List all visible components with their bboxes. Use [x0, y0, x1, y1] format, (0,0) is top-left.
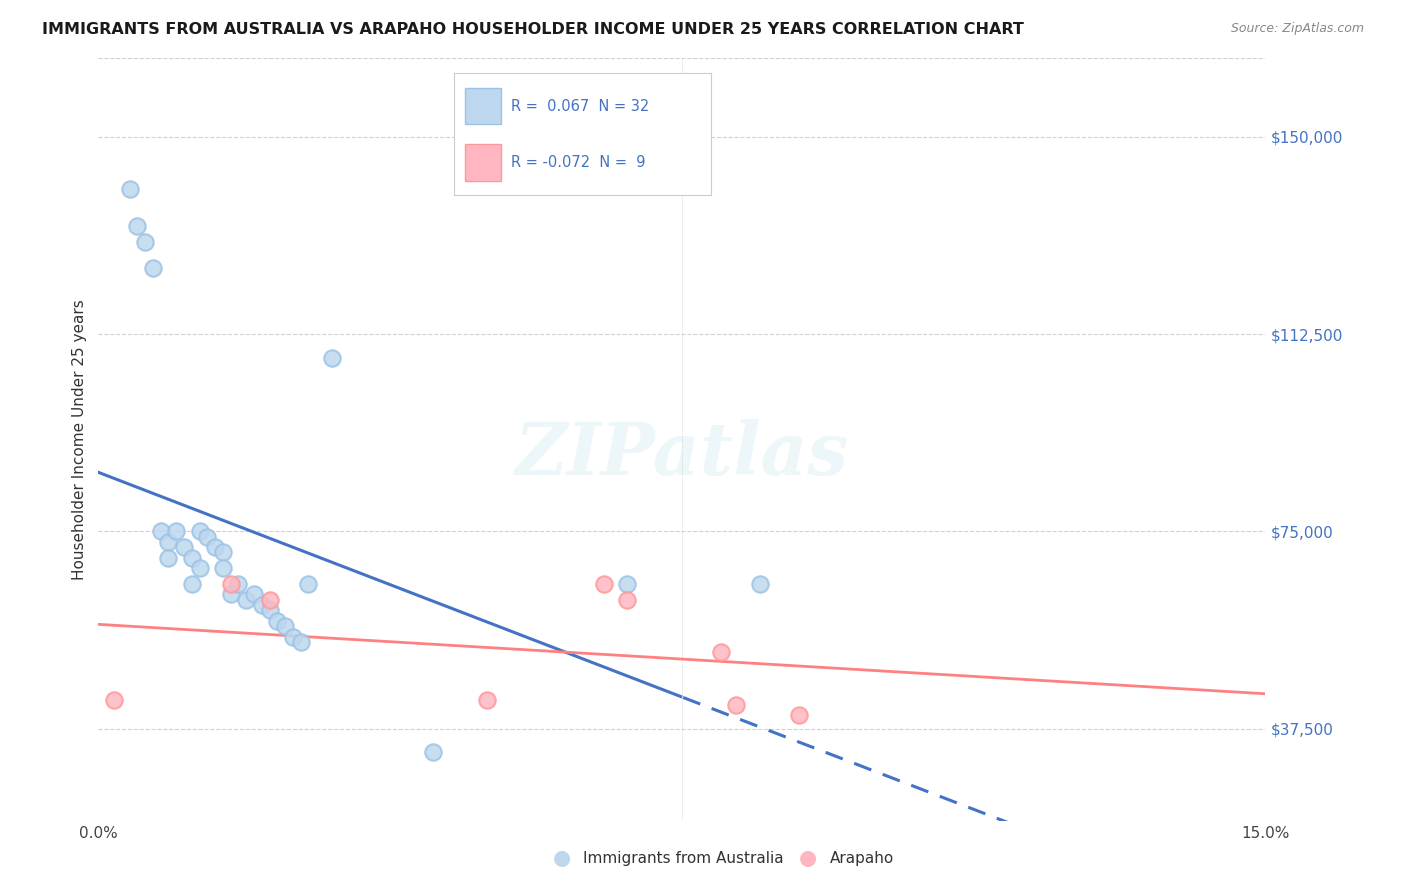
Text: IMMIGRANTS FROM AUSTRALIA VS ARAPAHO HOUSEHOLDER INCOME UNDER 25 YEARS CORRELATI: IMMIGRANTS FROM AUSTRALIA VS ARAPAHO HOU… — [42, 22, 1024, 37]
Point — [250, 598, 273, 612]
Text: Immigrants from Australia: Immigrants from Australia — [583, 851, 785, 865]
Point — [259, 592, 281, 607]
Point — [149, 524, 172, 539]
Point — [204, 540, 226, 554]
Point — [173, 540, 195, 554]
Point — [127, 219, 149, 234]
Point — [422, 745, 444, 759]
Point — [477, 692, 499, 706]
Point — [188, 561, 211, 575]
Point — [212, 545, 235, 559]
Point — [321, 351, 343, 365]
Text: ZIPatlas: ZIPatlas — [515, 419, 849, 490]
Text: Arapaho: Arapaho — [830, 851, 894, 865]
Point — [180, 550, 202, 565]
Point — [195, 530, 218, 544]
Point — [290, 635, 312, 649]
Point — [188, 524, 211, 539]
Point — [157, 534, 180, 549]
Point — [297, 577, 319, 591]
Point — [142, 261, 165, 276]
Point — [725, 698, 748, 712]
Point — [118, 182, 141, 196]
Point — [103, 692, 125, 706]
Point — [180, 577, 202, 591]
Point — [616, 592, 638, 607]
Text: ●: ● — [554, 848, 571, 868]
Point — [593, 577, 616, 591]
Point — [787, 708, 810, 723]
Point — [157, 550, 180, 565]
Text: Source: ZipAtlas.com: Source: ZipAtlas.com — [1230, 22, 1364, 36]
Point — [243, 587, 266, 601]
Y-axis label: Householder Income Under 25 years: Householder Income Under 25 years — [72, 299, 87, 580]
Text: ●: ● — [800, 848, 817, 868]
Point — [274, 619, 297, 633]
Point — [212, 561, 235, 575]
Point — [219, 577, 242, 591]
Point — [165, 524, 187, 539]
Point — [281, 630, 304, 644]
Point — [235, 592, 257, 607]
Point — [616, 577, 638, 591]
Point — [134, 235, 156, 249]
Point — [266, 614, 288, 628]
Point — [219, 587, 242, 601]
Point — [748, 577, 770, 591]
Point — [259, 603, 281, 617]
Point — [710, 645, 733, 659]
Point — [228, 577, 250, 591]
